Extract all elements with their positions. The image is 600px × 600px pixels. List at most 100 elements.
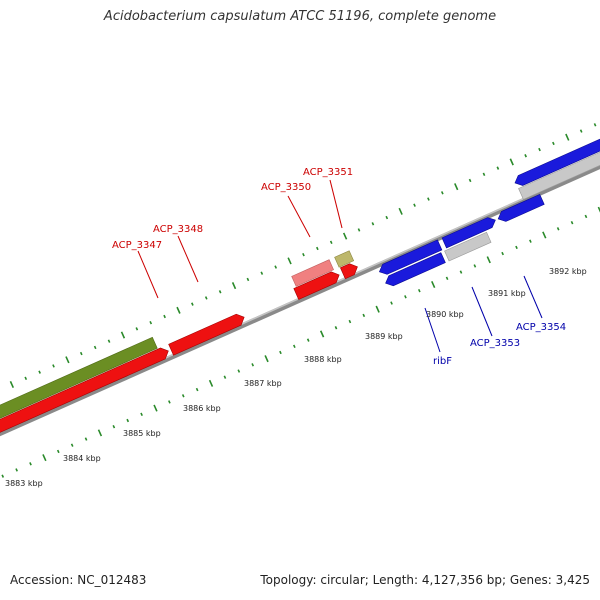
minor-tick: [538, 147, 541, 152]
minor-tick: [468, 178, 472, 183]
gene-red-forward-long[interactable]: [0, 345, 171, 438]
gene-blue-reverse-1[interactable]: [377, 239, 443, 277]
label-line-ribf: [424, 307, 441, 353]
major-tick: [264, 355, 269, 363]
minor-tick: [135, 327, 139, 331]
kbp-tick-label: 3890 kbp: [426, 310, 464, 319]
minor-tick: [251, 363, 255, 367]
minor-tick: [112, 424, 116, 429]
gene-blue-upper-right[interactable]: [513, 130, 600, 188]
minor-tick: [473, 264, 477, 268]
major-tick: [454, 183, 459, 191]
major-tick: [342, 232, 348, 240]
minor-tick: [515, 245, 518, 250]
minor-tick: [459, 270, 463, 274]
major-tick: [287, 257, 292, 265]
minor-tick: [195, 387, 199, 392]
minor-tick: [163, 314, 166, 319]
major-tick: [208, 379, 214, 387]
minor-tick: [329, 240, 333, 245]
minor-tick: [260, 271, 264, 275]
gene-acp-3347[interactable]: [168, 312, 247, 356]
minor-tick: [1, 474, 5, 478]
minor-tick: [552, 141, 555, 146]
minor-tick: [417, 288, 421, 293]
minor-tick: [390, 301, 393, 305]
minor-tick: [218, 290, 222, 294]
major-tick: [542, 231, 547, 239]
label-acp-3348[interactable]: ACP_3348: [153, 224, 203, 235]
minor-tick: [93, 345, 97, 350]
minor-tick: [427, 197, 430, 201]
minor-tick: [404, 295, 407, 299]
major-tick: [565, 133, 570, 141]
minor-tick: [482, 172, 486, 176]
kbp-tick-label: 3885 kbp: [123, 429, 161, 438]
minor-tick: [529, 239, 532, 243]
label-ribf[interactable]: ribF: [433, 356, 452, 367]
kbp-tick-label: 3891 kbp: [488, 289, 526, 298]
gene-acp-3353[interactable]: [444, 231, 492, 262]
label-acp-3354[interactable]: ACP_3354: [516, 322, 566, 333]
kbp-tick-label: 3892 kbp: [549, 267, 587, 276]
gene-acp-3351[interactable]: [334, 250, 355, 268]
minor-tick: [149, 320, 153, 325]
kbp-tick-label: 3883 kbp: [5, 479, 43, 488]
label-line-acp-3350: [287, 195, 311, 238]
label-acp-3353[interactable]: ACP_3353: [470, 338, 520, 349]
minor-tick: [38, 370, 41, 374]
gene-red-forward-tiny[interactable]: [339, 261, 359, 280]
minor-tick: [246, 277, 250, 282]
minor-tick: [223, 375, 227, 379]
minor-tick: [29, 462, 32, 466]
minor-tick: [181, 394, 185, 398]
minor-tick: [126, 418, 130, 423]
major-tick: [398, 207, 403, 215]
minor-tick: [70, 443, 74, 447]
label-line-acp-3348: [177, 235, 199, 283]
major-tick: [231, 282, 237, 290]
minor-tick: [362, 313, 366, 318]
gene-ribf[interactable]: [383, 252, 446, 289]
minor-tick: [107, 339, 111, 343]
minor-tick: [24, 376, 28, 381]
gene-grey-forward[interactable]: [518, 141, 600, 200]
minor-tick: [15, 468, 18, 472]
minor-tick: [440, 191, 444, 195]
major-tick: [9, 380, 15, 389]
gene-blue-reverse-2[interactable]: [441, 215, 498, 249]
minor-tick: [56, 449, 60, 454]
major-tick: [42, 454, 47, 462]
kbp-tick-label: 3884 kbp: [63, 454, 101, 463]
minor-tick: [306, 338, 310, 342]
minor-tick: [501, 251, 504, 256]
minor-tick: [52, 364, 55, 368]
label-line-acp-3354: [523, 275, 543, 319]
major-tick: [120, 331, 126, 339]
minor-tick: [302, 252, 305, 257]
minor-tick: [570, 220, 574, 225]
minor-tick: [274, 265, 278, 269]
minor-tick: [445, 276, 449, 280]
gene-red-forward-short[interactable]: [293, 269, 342, 300]
label-acp-3351[interactable]: ACP_3351: [303, 167, 353, 178]
gene-olive-forward[interactable]: [0, 336, 158, 426]
major-tick: [153, 404, 158, 412]
minor-tick: [204, 296, 208, 300]
gene-blue-reverse-3[interactable]: [496, 193, 545, 224]
minor-tick: [496, 166, 500, 170]
label-acp-3350[interactable]: ACP_3350: [261, 182, 311, 193]
label-line-acp-3351: [329, 179, 343, 229]
minor-tick: [385, 215, 389, 220]
minor-tick: [357, 228, 361, 232]
major-tick: [176, 306, 181, 314]
minor-tick: [524, 154, 527, 158]
minor-tick: [556, 227, 560, 231]
major-tick: [97, 429, 103, 437]
label-acp-3347[interactable]: ACP_3347: [112, 240, 162, 251]
gene-acp-3350[interactable]: [291, 259, 334, 287]
minor-tick: [579, 129, 583, 133]
minor-tick: [168, 400, 171, 404]
minor-tick: [413, 203, 416, 207]
